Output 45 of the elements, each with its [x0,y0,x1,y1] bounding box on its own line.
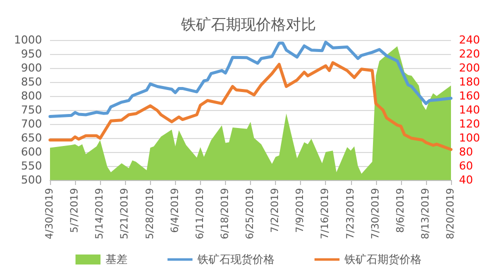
x-tick-label: 5/14/2019 [94,188,106,240]
y-tick-label: 550 [21,160,42,172]
y2-tick-label: 100 [459,132,480,144]
x-tick-label: 7/23/2019 [345,188,356,240]
y2-tick-label: 60 [459,160,473,172]
y2-tick-label: 80 [459,146,473,158]
x-tick-label: 7/2/2019 [270,188,282,233]
y-tick-label: 750 [21,104,42,116]
y-tick-label: 900 [21,62,42,74]
y-tick-label: 950 [21,48,42,60]
y-tick-label: 500 [21,174,42,186]
x-tick-label: 7/30/2019 [370,188,382,240]
y2-tick-label: 240 [459,34,480,46]
y2-tick-label: 180 [459,76,480,88]
x-tick-label: 8/20/2019 [446,188,456,240]
x-tick-label: 7/9/2019 [295,188,306,233]
x-tick-label: 8/6/2019 [395,188,406,233]
y-tick-label: 650 [21,132,42,144]
legend-label: 基差 [106,253,128,266]
legend-label: 铁矿石期货价格 [344,253,422,266]
line-series [48,61,452,151]
legend-label: 铁矿石现货价格 [196,253,274,266]
y-tick-label: 600 [21,146,42,158]
y-tick-label: 700 [21,118,42,130]
y-tick-label: 800 [21,90,42,102]
x-tick-label: 4/30/2019 [44,188,56,240]
x-tick-label: 6/11/2019 [194,188,206,240]
x-tick-label: 5/28/2019 [144,188,156,240]
y2-tick-label: 220 [459,48,480,60]
x-tick-label: 6/4/2019 [170,188,181,233]
chart-title: 铁矿石期现价格对比 [180,16,316,34]
x-tick-label: 8/13/2019 [420,188,432,240]
y2-tick-label: 120 [459,118,480,130]
line-series [48,40,452,118]
x-tick-label: 6/25/2019 [245,188,256,240]
y-tick-label: 1000 [14,34,42,46]
y2-tick-label: 200 [459,62,480,74]
y-tick-label: 850 [21,76,42,88]
x-tick-label: 5/7/2019 [70,188,81,233]
y2-tick-label: 160 [459,90,480,102]
x-tick-label: 6/18/2019 [220,188,231,240]
x-tick-label: 5/21/2019 [120,188,131,240]
y2-tick-label: 40 [459,174,473,186]
y2-tick-label: 140 [459,104,480,116]
x-tick-label: 7/16/2019 [320,188,332,240]
